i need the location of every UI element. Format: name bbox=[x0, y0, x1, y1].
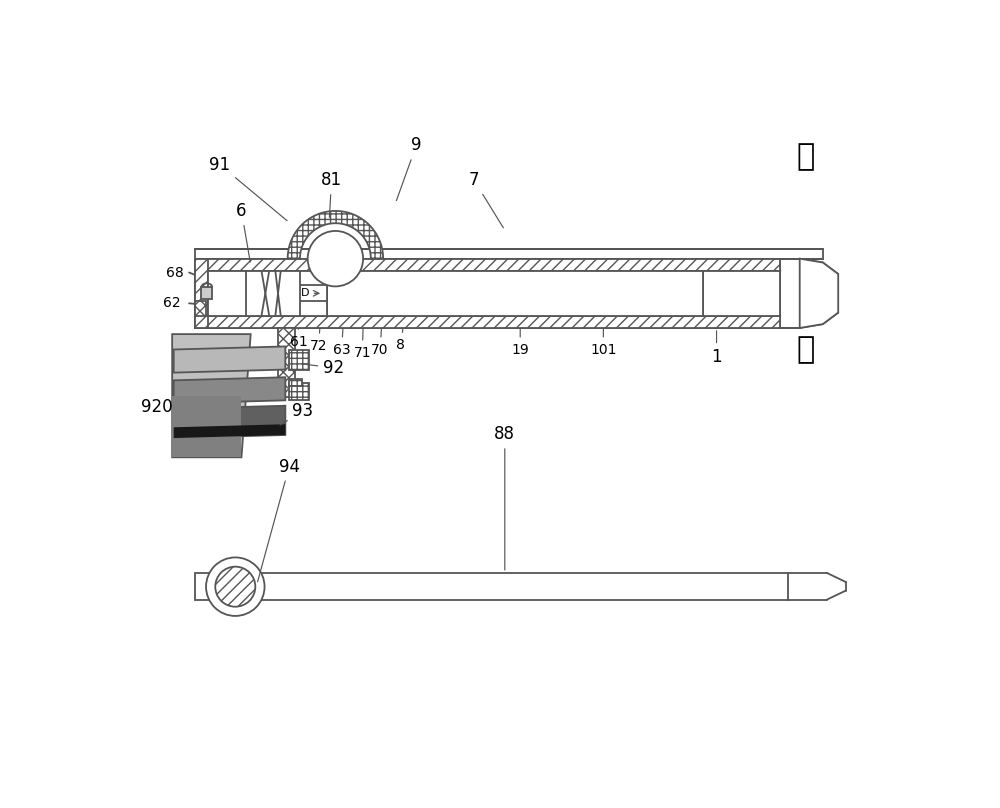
Polygon shape bbox=[174, 424, 285, 438]
Text: 91: 91 bbox=[209, 156, 287, 221]
Text: 19: 19 bbox=[511, 329, 529, 356]
Bar bbox=[195, 573, 788, 600]
Bar bbox=[289, 384, 309, 400]
Text: 94: 94 bbox=[258, 457, 300, 582]
Text: 9: 9 bbox=[396, 137, 422, 200]
Text: 62: 62 bbox=[163, 297, 181, 310]
Text: 8: 8 bbox=[396, 329, 405, 352]
Polygon shape bbox=[174, 347, 285, 372]
Bar bbox=[780, 259, 800, 328]
Circle shape bbox=[206, 558, 265, 616]
Bar bbox=[278, 328, 295, 398]
Bar bbox=[288, 271, 327, 316]
Bar bbox=[195, 301, 206, 316]
Text: 88: 88 bbox=[494, 425, 515, 570]
Bar bbox=[296, 285, 327, 301]
Text: 1: 1 bbox=[711, 330, 722, 366]
Text: 70: 70 bbox=[371, 329, 389, 356]
Bar bbox=[289, 379, 302, 386]
Bar bbox=[289, 350, 309, 369]
Text: 63: 63 bbox=[333, 329, 350, 356]
Text: 72: 72 bbox=[310, 329, 327, 352]
Polygon shape bbox=[172, 396, 241, 457]
Polygon shape bbox=[288, 211, 383, 259]
Polygon shape bbox=[172, 335, 251, 457]
Bar bbox=[246, 271, 300, 316]
Text: 68: 68 bbox=[166, 266, 184, 280]
Circle shape bbox=[215, 566, 255, 607]
Bar bbox=[201, 287, 212, 300]
Bar bbox=[195, 259, 208, 328]
Text: D: D bbox=[301, 288, 310, 298]
Polygon shape bbox=[174, 377, 285, 403]
Text: 上: 上 bbox=[796, 142, 814, 171]
Bar bbox=[195, 259, 780, 271]
Bar bbox=[703, 271, 780, 316]
Text: 92: 92 bbox=[301, 359, 344, 377]
Polygon shape bbox=[174, 406, 285, 438]
Text: 61: 61 bbox=[290, 329, 307, 349]
Bar bbox=[208, 271, 288, 316]
Bar bbox=[195, 250, 823, 259]
Text: 93: 93 bbox=[280, 402, 314, 425]
Circle shape bbox=[308, 231, 363, 286]
Text: 101: 101 bbox=[590, 329, 617, 356]
Text: 71: 71 bbox=[354, 329, 371, 360]
Text: 920: 920 bbox=[141, 398, 173, 416]
Bar bbox=[327, 271, 703, 316]
Bar bbox=[195, 316, 780, 328]
Text: 7: 7 bbox=[469, 171, 503, 228]
Text: 6: 6 bbox=[236, 202, 250, 262]
Polygon shape bbox=[800, 259, 838, 328]
Text: 下: 下 bbox=[796, 335, 814, 364]
Text: 81: 81 bbox=[321, 171, 342, 217]
